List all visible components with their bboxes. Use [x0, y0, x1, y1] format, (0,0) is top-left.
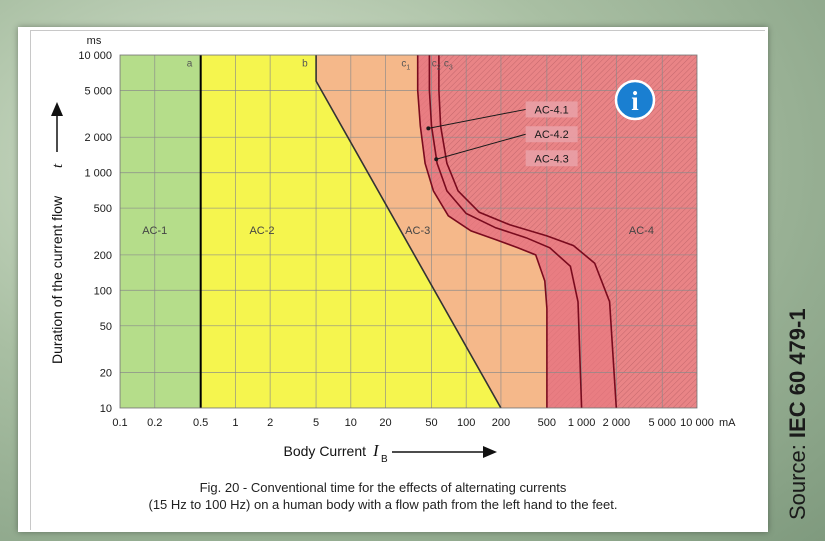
- y-axis-symbol: t: [50, 163, 66, 168]
- x-axis-subscript: B: [381, 454, 388, 465]
- curve-b: [315, 55, 502, 408]
- figure-caption-line-2: (15 Hz to 100 Hz) on a human body with a…: [149, 497, 618, 512]
- y-tick-label: 10 000: [78, 50, 112, 62]
- figure-caption-line-1: Fig. 20 - Conventional time for the effe…: [200, 480, 567, 495]
- info-icon[interactable]: i: [614, 79, 656, 121]
- x-tick-label: 20: [379, 417, 391, 429]
- zone-ac-4-2: [429, 55, 617, 408]
- curve-label-subscript: 1: [406, 64, 410, 71]
- source-prefix: Source:: [785, 438, 810, 520]
- x-tick-label: 0.2: [147, 417, 162, 429]
- y-tick-label: 500: [94, 203, 112, 215]
- callout-dot: [426, 126, 431, 131]
- y-tick-label: 20: [100, 368, 112, 380]
- zone-ac-1: [120, 55, 201, 408]
- curve-c3: [438, 55, 618, 408]
- x-tick-label: 1: [232, 417, 238, 429]
- x-axis-title: Body Current: [284, 443, 367, 459]
- x-tick-label: 2 000: [603, 417, 631, 429]
- x-tick-label: 0.1: [112, 417, 127, 429]
- curve-label: b: [302, 58, 308, 69]
- y-axis-arrow-head: [51, 102, 63, 116]
- x-tick-label: 500: [538, 417, 556, 429]
- y-tick-label: 2 000: [84, 132, 112, 144]
- y-axis-title: Duration of the current flow: [49, 195, 65, 364]
- x-axis-symbol: I: [372, 441, 380, 460]
- curve-label-subscript: 3: [449, 64, 453, 71]
- callout-label: AC-4.1: [535, 104, 569, 116]
- source-credit: Source: IEC 60 479-1: [785, 308, 811, 520]
- y-tick-label: 200: [94, 250, 112, 262]
- callout-box: [525, 126, 578, 143]
- y-tick-label: 100: [94, 285, 112, 297]
- callout-box: [525, 101, 578, 118]
- x-tick-label: 5: [313, 417, 319, 429]
- y-tick-label: 1 000: [84, 168, 112, 180]
- divider: [30, 30, 31, 530]
- x-axis-arrow-head: [483, 446, 497, 458]
- zone-label: AC-1: [142, 225, 167, 237]
- callout-leader: [428, 108, 526, 129]
- y-tick-label: 5 000: [84, 85, 112, 97]
- x-tick-label: 100: [457, 417, 475, 429]
- callout-leader: [436, 133, 526, 160]
- source-standard: IEC 60 479-1: [785, 308, 810, 439]
- zone-label: AC-2: [249, 225, 274, 237]
- x-tick-label: 2: [267, 417, 273, 429]
- zone-ac-4-1: [417, 55, 582, 408]
- curve-label-subscript: 2: [437, 64, 441, 71]
- x-unit-label: mA: [719, 417, 736, 429]
- zone-ac-4-hatch: [417, 55, 697, 408]
- x-tick-label: 0.5: [193, 417, 208, 429]
- x-tick-label: 200: [492, 417, 510, 429]
- callout-label: AC-4.2: [535, 129, 569, 141]
- divider: [30, 30, 765, 31]
- callout-dot: [434, 157, 439, 162]
- x-tick-label: 10 000: [680, 417, 714, 429]
- info-icon-glyph: i: [631, 86, 639, 116]
- y-axis-title-group: Duration of the current flow t: [49, 102, 66, 364]
- x-tick-label: 1 000: [568, 417, 596, 429]
- curve-label: c1: [401, 58, 410, 71]
- x-tick-label: 50: [425, 417, 437, 429]
- callout-label: AC-4.3: [535, 153, 569, 165]
- callout-box: [525, 150, 578, 167]
- plot-frame: [119, 54, 698, 409]
- zone-label: AC-4: [629, 225, 654, 237]
- curve-c2: [428, 55, 583, 408]
- x-tick-label: 10: [345, 417, 357, 429]
- zone-label: AC-3: [405, 225, 430, 237]
- y-tick-label: 50: [100, 321, 112, 333]
- curve-label: c3: [444, 58, 453, 71]
- curve-label: a: [187, 58, 193, 69]
- curve-label: c2: [432, 58, 441, 71]
- x-tick-label: 5 000: [648, 417, 676, 429]
- y-tick-label: 10: [100, 403, 112, 415]
- y-unit-label: ms: [87, 35, 102, 47]
- curve-c1: [416, 55, 548, 408]
